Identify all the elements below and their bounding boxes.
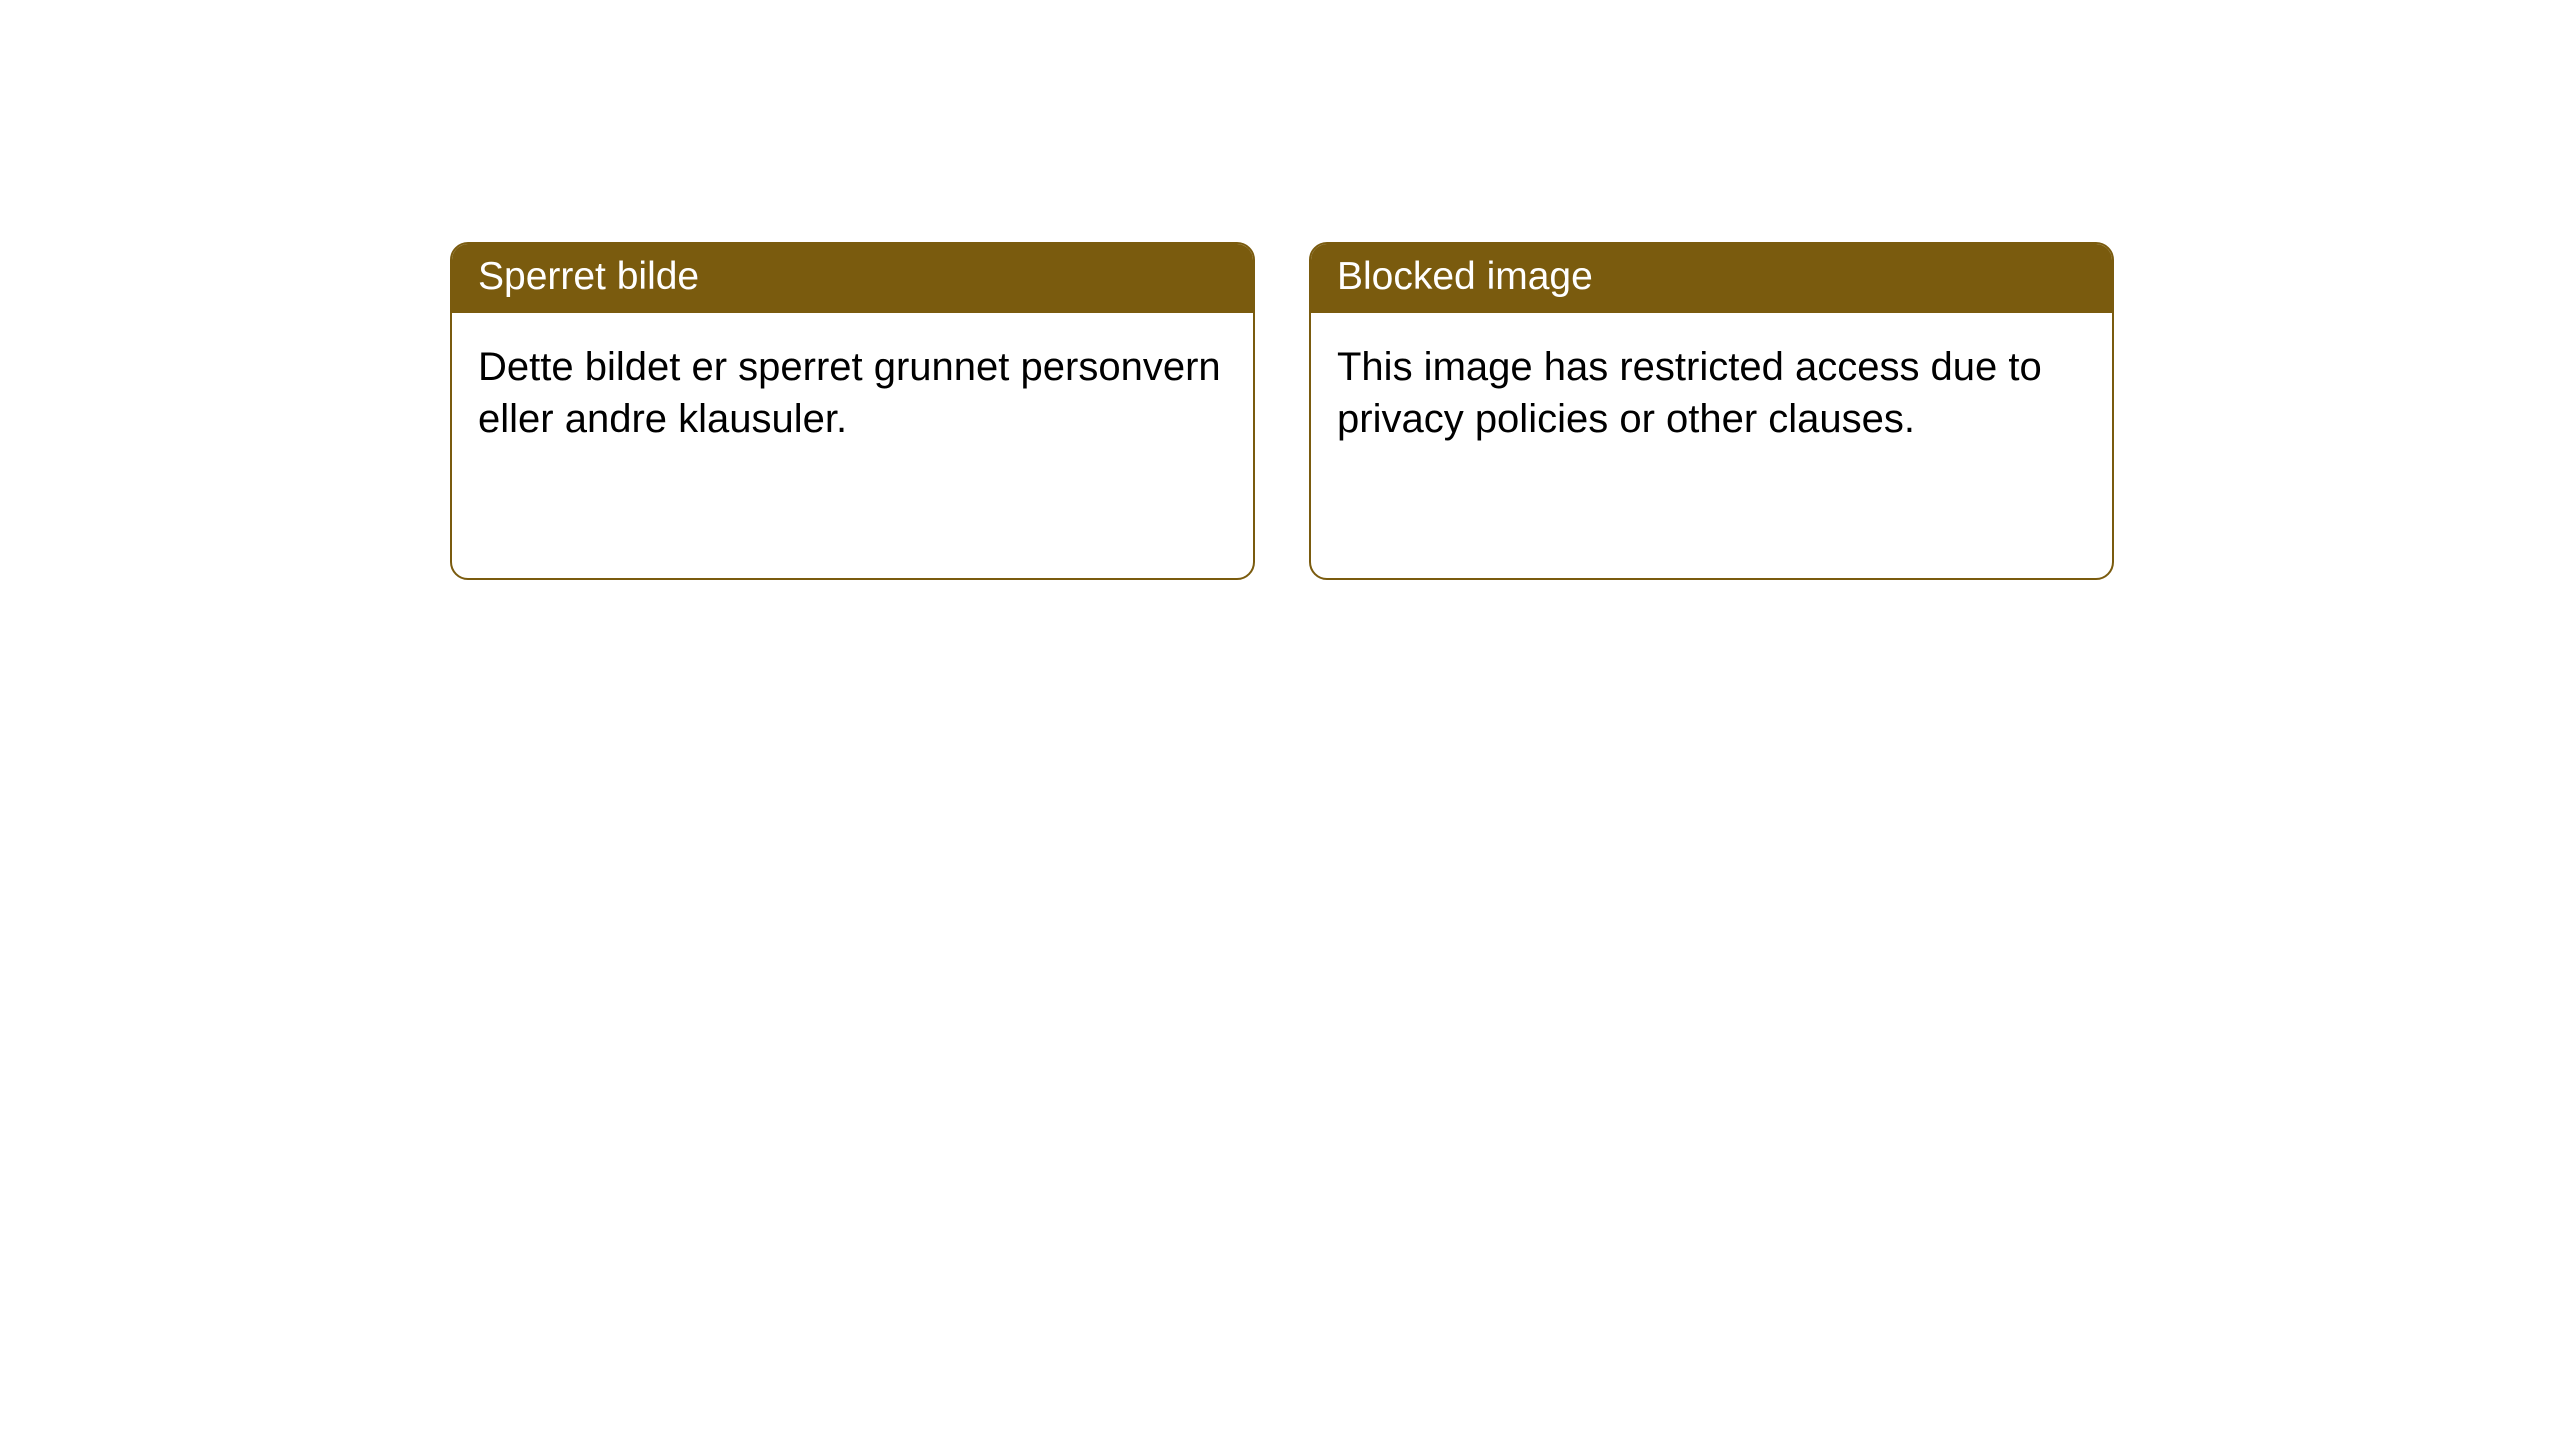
card-body: Dette bildet er sperret grunnet personve… — [452, 313, 1253, 475]
card-header: Blocked image — [1311, 244, 2112, 313]
card-body-text: Dette bildet er sperret grunnet personve… — [478, 345, 1221, 442]
notice-cards-container: Sperret bilde Dette bildet er sperret gr… — [450, 242, 2114, 580]
card-title: Sperret bilde — [478, 255, 699, 298]
card-header: Sperret bilde — [452, 244, 1253, 313]
card-body-text: This image has restricted access due to … — [1337, 345, 2042, 442]
notice-card-norwegian: Sperret bilde Dette bildet er sperret gr… — [450, 242, 1255, 580]
card-title: Blocked image — [1337, 255, 1593, 298]
card-body: This image has restricted access due to … — [1311, 313, 2112, 475]
notice-card-english: Blocked image This image has restricted … — [1309, 242, 2114, 580]
